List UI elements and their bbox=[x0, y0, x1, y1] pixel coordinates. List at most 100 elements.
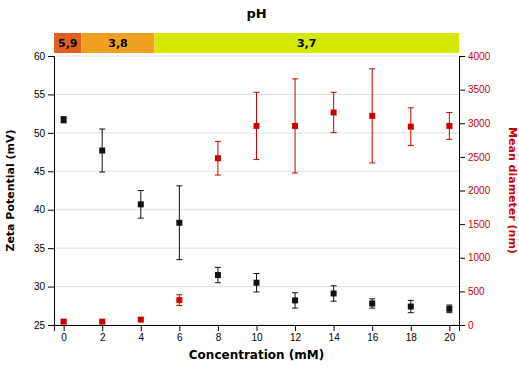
error-bar bbox=[408, 108, 414, 146]
tick: 16 bbox=[367, 325, 379, 343]
y2-axis: 0 500 1000 1500 2000 2500 3000 3500 4000 bbox=[459, 51, 491, 331]
tick: 2 bbox=[100, 325, 106, 343]
tick-label: 4000 bbox=[468, 51, 491, 62]
point bbox=[408, 124, 414, 130]
point bbox=[176, 297, 182, 303]
tick: 18 bbox=[406, 325, 418, 343]
title: pH bbox=[246, 6, 266, 21]
point bbox=[331, 109, 337, 115]
tick-label: 16 bbox=[367, 332, 379, 343]
tick: 30 bbox=[34, 281, 54, 292]
tick-mark bbox=[257, 325, 258, 331]
axis-line bbox=[460, 57, 466, 326]
error-bar bbox=[254, 274, 260, 292]
series bbox=[61, 69, 453, 325]
annotation-label: 3,8 bbox=[108, 37, 128, 50]
grid-line bbox=[54, 56, 459, 57]
tick-label: 20 bbox=[444, 332, 456, 343]
tick-mark bbox=[64, 325, 65, 331]
error-bar bbox=[176, 186, 182, 260]
tick-mark bbox=[459, 56, 465, 57]
point bbox=[176, 220, 182, 226]
x-axis-label: Concentration (mM) bbox=[189, 348, 324, 362]
point bbox=[99, 148, 105, 154]
tick-label: 8 bbox=[216, 332, 222, 343]
error-bar bbox=[446, 305, 452, 313]
tick-mark bbox=[459, 224, 465, 225]
tick: 6 bbox=[177, 325, 183, 343]
tick-label: 10 bbox=[251, 332, 263, 343]
tick-mark bbox=[48, 133, 54, 134]
tick-mark bbox=[295, 325, 296, 331]
tick-mark bbox=[334, 325, 335, 331]
plot: 0246810121416182025303540455055600500100… bbox=[34, 33, 491, 343]
tick-mark bbox=[449, 325, 450, 331]
tick: 40 bbox=[34, 204, 54, 215]
chart: 0246810121416182025303540455055600500100… bbox=[0, 0, 519, 367]
point bbox=[215, 155, 221, 161]
tick-mark bbox=[459, 123, 465, 124]
point bbox=[138, 201, 144, 207]
tick-label: 2 bbox=[100, 332, 106, 343]
point bbox=[446, 306, 452, 312]
point bbox=[61, 319, 67, 325]
tick-label: 2000 bbox=[468, 185, 491, 196]
axis-line bbox=[48, 57, 55, 326]
point bbox=[408, 304, 414, 310]
tick-mark bbox=[48, 171, 54, 172]
tick-mark bbox=[218, 325, 219, 331]
tick-label: 30 bbox=[34, 281, 46, 292]
tick-label: 60 bbox=[34, 51, 46, 62]
grid-line bbox=[54, 209, 459, 210]
error-bar bbox=[292, 293, 298, 308]
tick: 14 bbox=[329, 325, 341, 343]
tick-label: 40 bbox=[34, 204, 46, 215]
error-bar bbox=[369, 299, 375, 308]
point bbox=[292, 123, 298, 129]
error-bar bbox=[331, 286, 337, 301]
error-bar bbox=[408, 300, 414, 312]
tick-label: 6 bbox=[177, 332, 183, 343]
tick: 35 bbox=[34, 243, 54, 254]
tick: 3000 bbox=[459, 118, 491, 129]
annotation-band bbox=[54, 33, 82, 53]
annotation-label: 5,9 bbox=[58, 37, 78, 50]
tick: 4 bbox=[139, 325, 145, 343]
y2-axis-label: Mean diameter (nm) bbox=[506, 127, 519, 254]
tick-label: 3500 bbox=[468, 84, 491, 95]
point bbox=[61, 117, 67, 123]
tick-mark bbox=[48, 210, 54, 211]
tick-label: 1000 bbox=[468, 252, 491, 263]
tick: 45 bbox=[34, 166, 54, 177]
tick-label: 3000 bbox=[468, 118, 491, 129]
point bbox=[369, 113, 375, 119]
tick-mark bbox=[179, 325, 180, 331]
tick-mark bbox=[459, 325, 465, 326]
tick-label: 14 bbox=[329, 332, 341, 343]
x-axis: 0 2 4 6 8 10 12 14 16 18 20 bbox=[55, 325, 460, 343]
tick-label: 25 bbox=[34, 320, 46, 331]
tick: 2500 bbox=[459, 152, 491, 163]
tick: 0 bbox=[61, 325, 67, 343]
point bbox=[138, 317, 144, 323]
tick: 500 bbox=[459, 286, 485, 297]
error-bar bbox=[215, 267, 221, 282]
error-bar bbox=[99, 129, 105, 172]
tick: 50 bbox=[34, 128, 54, 139]
point bbox=[99, 319, 105, 325]
tick: 1500 bbox=[459, 219, 491, 230]
tick: 10 bbox=[251, 325, 263, 343]
tick: 20 bbox=[444, 325, 456, 343]
point bbox=[369, 300, 375, 306]
tick: 3500 bbox=[459, 84, 491, 95]
tick-label: 12 bbox=[290, 332, 302, 343]
tick: 12 bbox=[290, 325, 302, 343]
tick-mark bbox=[48, 325, 54, 326]
tick-mark bbox=[48, 56, 54, 57]
tick-label: 0 bbox=[468, 320, 474, 331]
tick: 60 bbox=[34, 51, 54, 62]
tick: 0 bbox=[459, 320, 474, 331]
tick-label: 35 bbox=[34, 243, 46, 254]
tick-mark bbox=[411, 325, 412, 331]
grid-line bbox=[54, 171, 459, 172]
